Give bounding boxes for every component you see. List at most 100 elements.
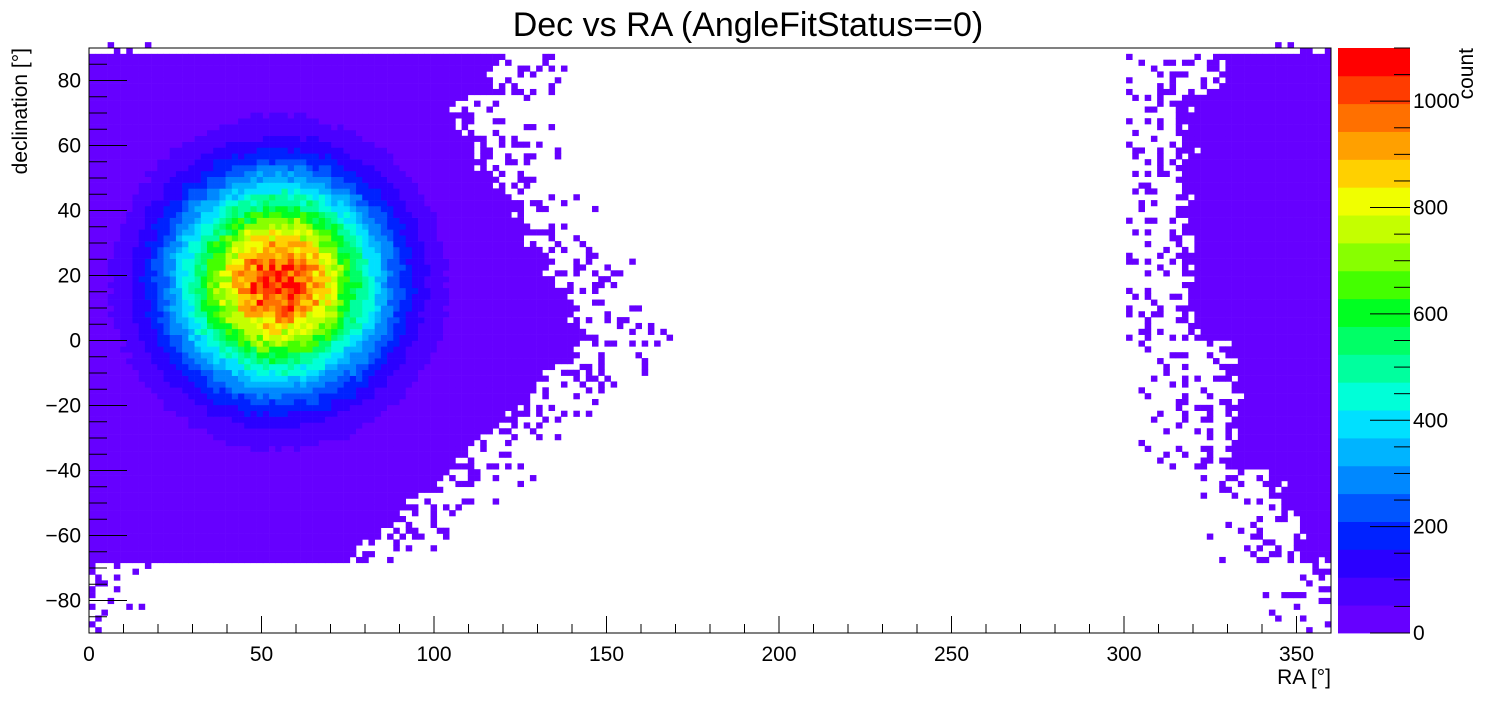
- heatmap-cell: [436, 363, 444, 371]
- heatmap-cell: [113, 510, 121, 517]
- heatmap-cell: [312, 504, 320, 511]
- heatmap-cell: [107, 246, 115, 254]
- heatmap-cell: [188, 428, 195, 435]
- heatmap-cell: [1262, 539, 1270, 546]
- heatmap-cell: [1231, 340, 1239, 347]
- heatmap-cell: [374, 346, 382, 353]
- heatmap-cell: [182, 410, 189, 417]
- heatmap-cell: [374, 235, 382, 242]
- heatmap-cell: [194, 551, 202, 558]
- heatmap-cell: [188, 352, 195, 359]
- heatmap-cell: [486, 381, 493, 388]
- heatmap-cell: [138, 334, 146, 341]
- heatmap-cell: [542, 363, 549, 371]
- heatmap-cell: [1293, 457, 1301, 464]
- heatmap-cell: [188, 305, 195, 312]
- heatmap-cell: [95, 299, 102, 306]
- heatmap-cell: [262, 322, 270, 330]
- heatmap-cell: [132, 287, 139, 294]
- heatmap-cell: [89, 586, 96, 593]
- heatmap-cell: [287, 428, 295, 435]
- heatmap-cell: [157, 416, 164, 423]
- heatmap-cell: [238, 381, 245, 388]
- heatmap-cell: [182, 317, 189, 324]
- heatmap-cell: [269, 299, 276, 306]
- heatmap-cell: [175, 311, 183, 318]
- heatmap-cell: [213, 457, 220, 464]
- heatmap-cell: [262, 293, 270, 300]
- heatmap-cell: [511, 346, 518, 353]
- heatmap-cell: [169, 282, 177, 289]
- heatmap-cell: [411, 363, 419, 371]
- heatmap-cell: [1312, 264, 1319, 271]
- heatmap-cell: [486, 305, 493, 312]
- heatmap-cell: [449, 463, 456, 470]
- heatmap-cell: [206, 539, 214, 546]
- heatmap-cell: [244, 434, 251, 441]
- heatmap-cell: [101, 410, 108, 417]
- heatmap-cell: [1312, 276, 1319, 283]
- heatmap-cell: [1250, 311, 1257, 318]
- heatmap-cell: [343, 334, 351, 341]
- heatmap-cell: [200, 264, 208, 271]
- heatmap-cell: [1318, 568, 1326, 575]
- heatmap-cell: [1312, 399, 1319, 406]
- heatmap-cell: [269, 375, 276, 382]
- heatmap-cell: [436, 252, 444, 259]
- heatmap-cell: [312, 299, 320, 306]
- heatmap-cell: [374, 322, 382, 330]
- heatmap-cell: [238, 358, 245, 365]
- heatmap-cell: [101, 311, 108, 318]
- heatmap-cell: [1138, 439, 1145, 447]
- heatmap-cell: [262, 346, 270, 353]
- heatmap-cell: [337, 422, 344, 429]
- heatmap-cell: [517, 317, 524, 324]
- heatmap-cell: [1324, 328, 1332, 335]
- heatmap-cell: [461, 246, 469, 254]
- heatmap-cell: [374, 445, 382, 452]
- heatmap-cell: [343, 241, 351, 248]
- heatmap-cell: [312, 346, 320, 353]
- heatmap-cell: [287, 451, 295, 458]
- heatmap-cell: [250, 475, 257, 482]
- heatmap-cell: [1219, 480, 1226, 488]
- heatmap-cell: [200, 422, 208, 429]
- heatmap-cell: [300, 229, 307, 236]
- heatmap-cell: [293, 387, 301, 394]
- heatmap-cell: [1318, 422, 1326, 429]
- heatmap-cell: [157, 516, 164, 523]
- heatmap-cell: [1194, 428, 1201, 435]
- heatmap-cell: [1250, 451, 1257, 458]
- heatmap-cell: [269, 328, 276, 335]
- heatmap-cell: [362, 252, 369, 259]
- heatmap-cell: [281, 422, 289, 429]
- heatmap-cell: [157, 445, 164, 452]
- heatmap-cell: [511, 352, 518, 359]
- heatmap-cell: [219, 545, 226, 552]
- heatmap-cell: [269, 241, 276, 248]
- heatmap-cell: [163, 311, 171, 318]
- heatmap-cell: [262, 475, 270, 482]
- heatmap-cell: [418, 381, 425, 388]
- heatmap-cell: [374, 258, 382, 265]
- heatmap-cell: [244, 516, 251, 523]
- heatmap-cell: [418, 387, 425, 394]
- heatmap-cell: [505, 404, 512, 411]
- heatmap-cell: [1312, 246, 1319, 254]
- heatmap-cell: [349, 399, 357, 406]
- heatmap-cell: [163, 527, 171, 534]
- heatmap-cell: [511, 381, 518, 388]
- heatmap-cell: [1293, 592, 1301, 599]
- heatmap-cell: [418, 282, 425, 289]
- heatmap-cell: [1299, 363, 1307, 371]
- heatmap-cell: [312, 480, 320, 488]
- heatmap-cell: [554, 311, 562, 318]
- heatmap-cell: [219, 387, 226, 394]
- heatmap-cell: [523, 381, 531, 388]
- heatmap-cell: [175, 439, 183, 447]
- heatmap-cell: [1256, 439, 1263, 447]
- heatmap-cell: [1287, 311, 1295, 318]
- heatmap-cell: [231, 410, 239, 417]
- heatmap-cell: [89, 439, 96, 447]
- heatmap-cell: [393, 416, 400, 423]
